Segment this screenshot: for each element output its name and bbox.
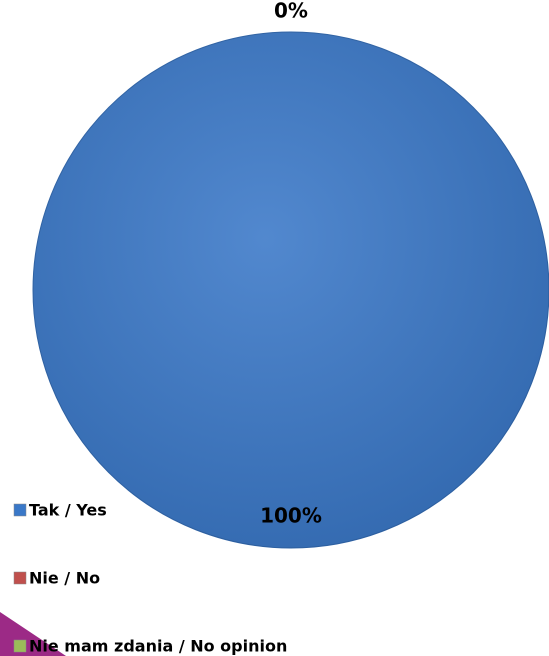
data-label: 0% [274, 0, 308, 23]
legend-swatch [13, 639, 27, 653]
legend-label: Tak / Yes [29, 501, 107, 520]
legend-label: Nie mam zdania / No opinion [29, 637, 287, 656]
pie [32, 31, 549, 549]
data-label: 100% [260, 504, 322, 528]
legend: Tak / Yes Nie / No Nie mam zdania / No opi… [13, 501, 287, 656]
legend-swatch [13, 571, 27, 585]
data-labels: 100% 0% [260, 0, 322, 528]
legend-swatch [13, 503, 27, 517]
legend-label: Nie / No [29, 569, 100, 588]
